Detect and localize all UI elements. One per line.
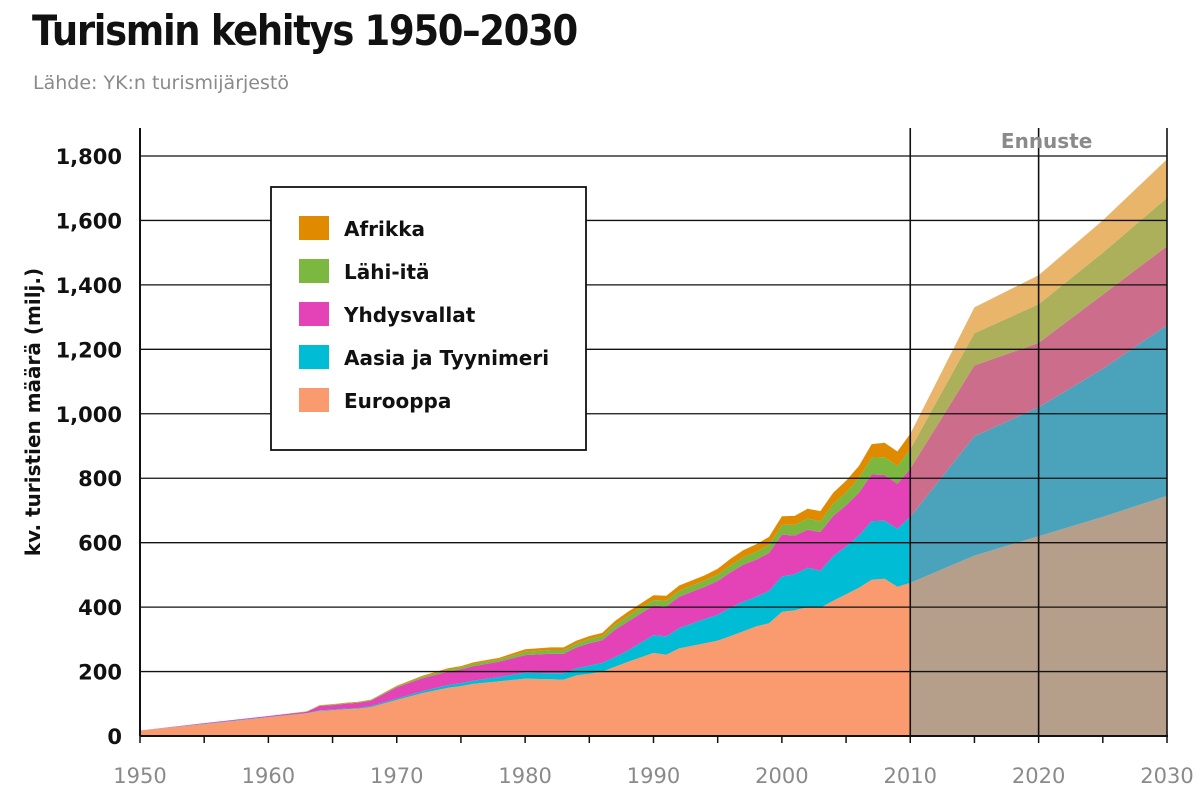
x-tick-label: 2030 bbox=[1140, 764, 1193, 788]
y-tick-label: 1,800 bbox=[56, 145, 122, 169]
forecast-label: Ennuste bbox=[1001, 129, 1092, 153]
legend-swatch-yhdysvallat bbox=[299, 302, 329, 326]
area-aasia-ja-tyynimeri bbox=[140, 516, 911, 731]
legend-label-l-hi-it-: Lähi-itä bbox=[344, 260, 430, 284]
x-tick-label: 1990 bbox=[627, 764, 680, 788]
x-tick-label: 2000 bbox=[755, 764, 808, 788]
x-tick-label: 1960 bbox=[242, 764, 295, 788]
legend-label-afrikka: Afrikka bbox=[344, 217, 425, 241]
y-tick-label: 0 bbox=[107, 725, 122, 749]
x-tick-label: 1950 bbox=[113, 764, 166, 788]
legend-label-yhdysvallat: Yhdysvallat bbox=[343, 303, 476, 327]
page-title: Turismin kehitys 1950–2030 bbox=[32, 6, 578, 55]
axes: 0 200 400 600 800 1,000 1,200 1,400 1,600 1,800 En… bbox=[21, 128, 1194, 788]
legend-swatch-aasia-ja-tyynimeri bbox=[299, 345, 329, 369]
y-axis-label: kv. turistien määrä (milj.) bbox=[21, 268, 45, 556]
x-tick-label: 1970 bbox=[370, 764, 423, 788]
legend-label-eurooppa: Eurooppa bbox=[344, 389, 451, 413]
x-tick-label: 1980 bbox=[498, 764, 551, 788]
y-tick-label: 1,400 bbox=[56, 274, 122, 298]
y-tick-label: 200 bbox=[78, 661, 122, 685]
source-note: Lähde: YK:n turismijärjestö bbox=[33, 72, 289, 94]
x-tick-label: 2010 bbox=[884, 764, 937, 788]
legend-swatch-eurooppa bbox=[299, 388, 329, 412]
y-tick-label: 800 bbox=[78, 467, 122, 491]
legend-label-aasia-ja-tyynimeri: Aasia ja Tyynimeri bbox=[344, 346, 549, 370]
y-tick-label: 1,200 bbox=[56, 338, 122, 362]
area-eurooppa bbox=[140, 578, 911, 736]
x-tick-label: 2020 bbox=[1012, 764, 1065, 788]
legend-swatch-afrikka bbox=[299, 216, 329, 240]
y-tick-label: 400 bbox=[78, 596, 122, 620]
y-tick-label: 1,000 bbox=[56, 403, 122, 427]
legend-swatch-l-hi-it- bbox=[299, 259, 329, 283]
legend: Afrikka Lähi-itä Yhdysvallat Aasia ja Tyyni… bbox=[270, 186, 587, 451]
area-forecast-afrikka bbox=[910, 159, 1167, 450]
y-tick-label: 1,600 bbox=[56, 209, 122, 233]
y-tick-label: 600 bbox=[78, 532, 122, 556]
